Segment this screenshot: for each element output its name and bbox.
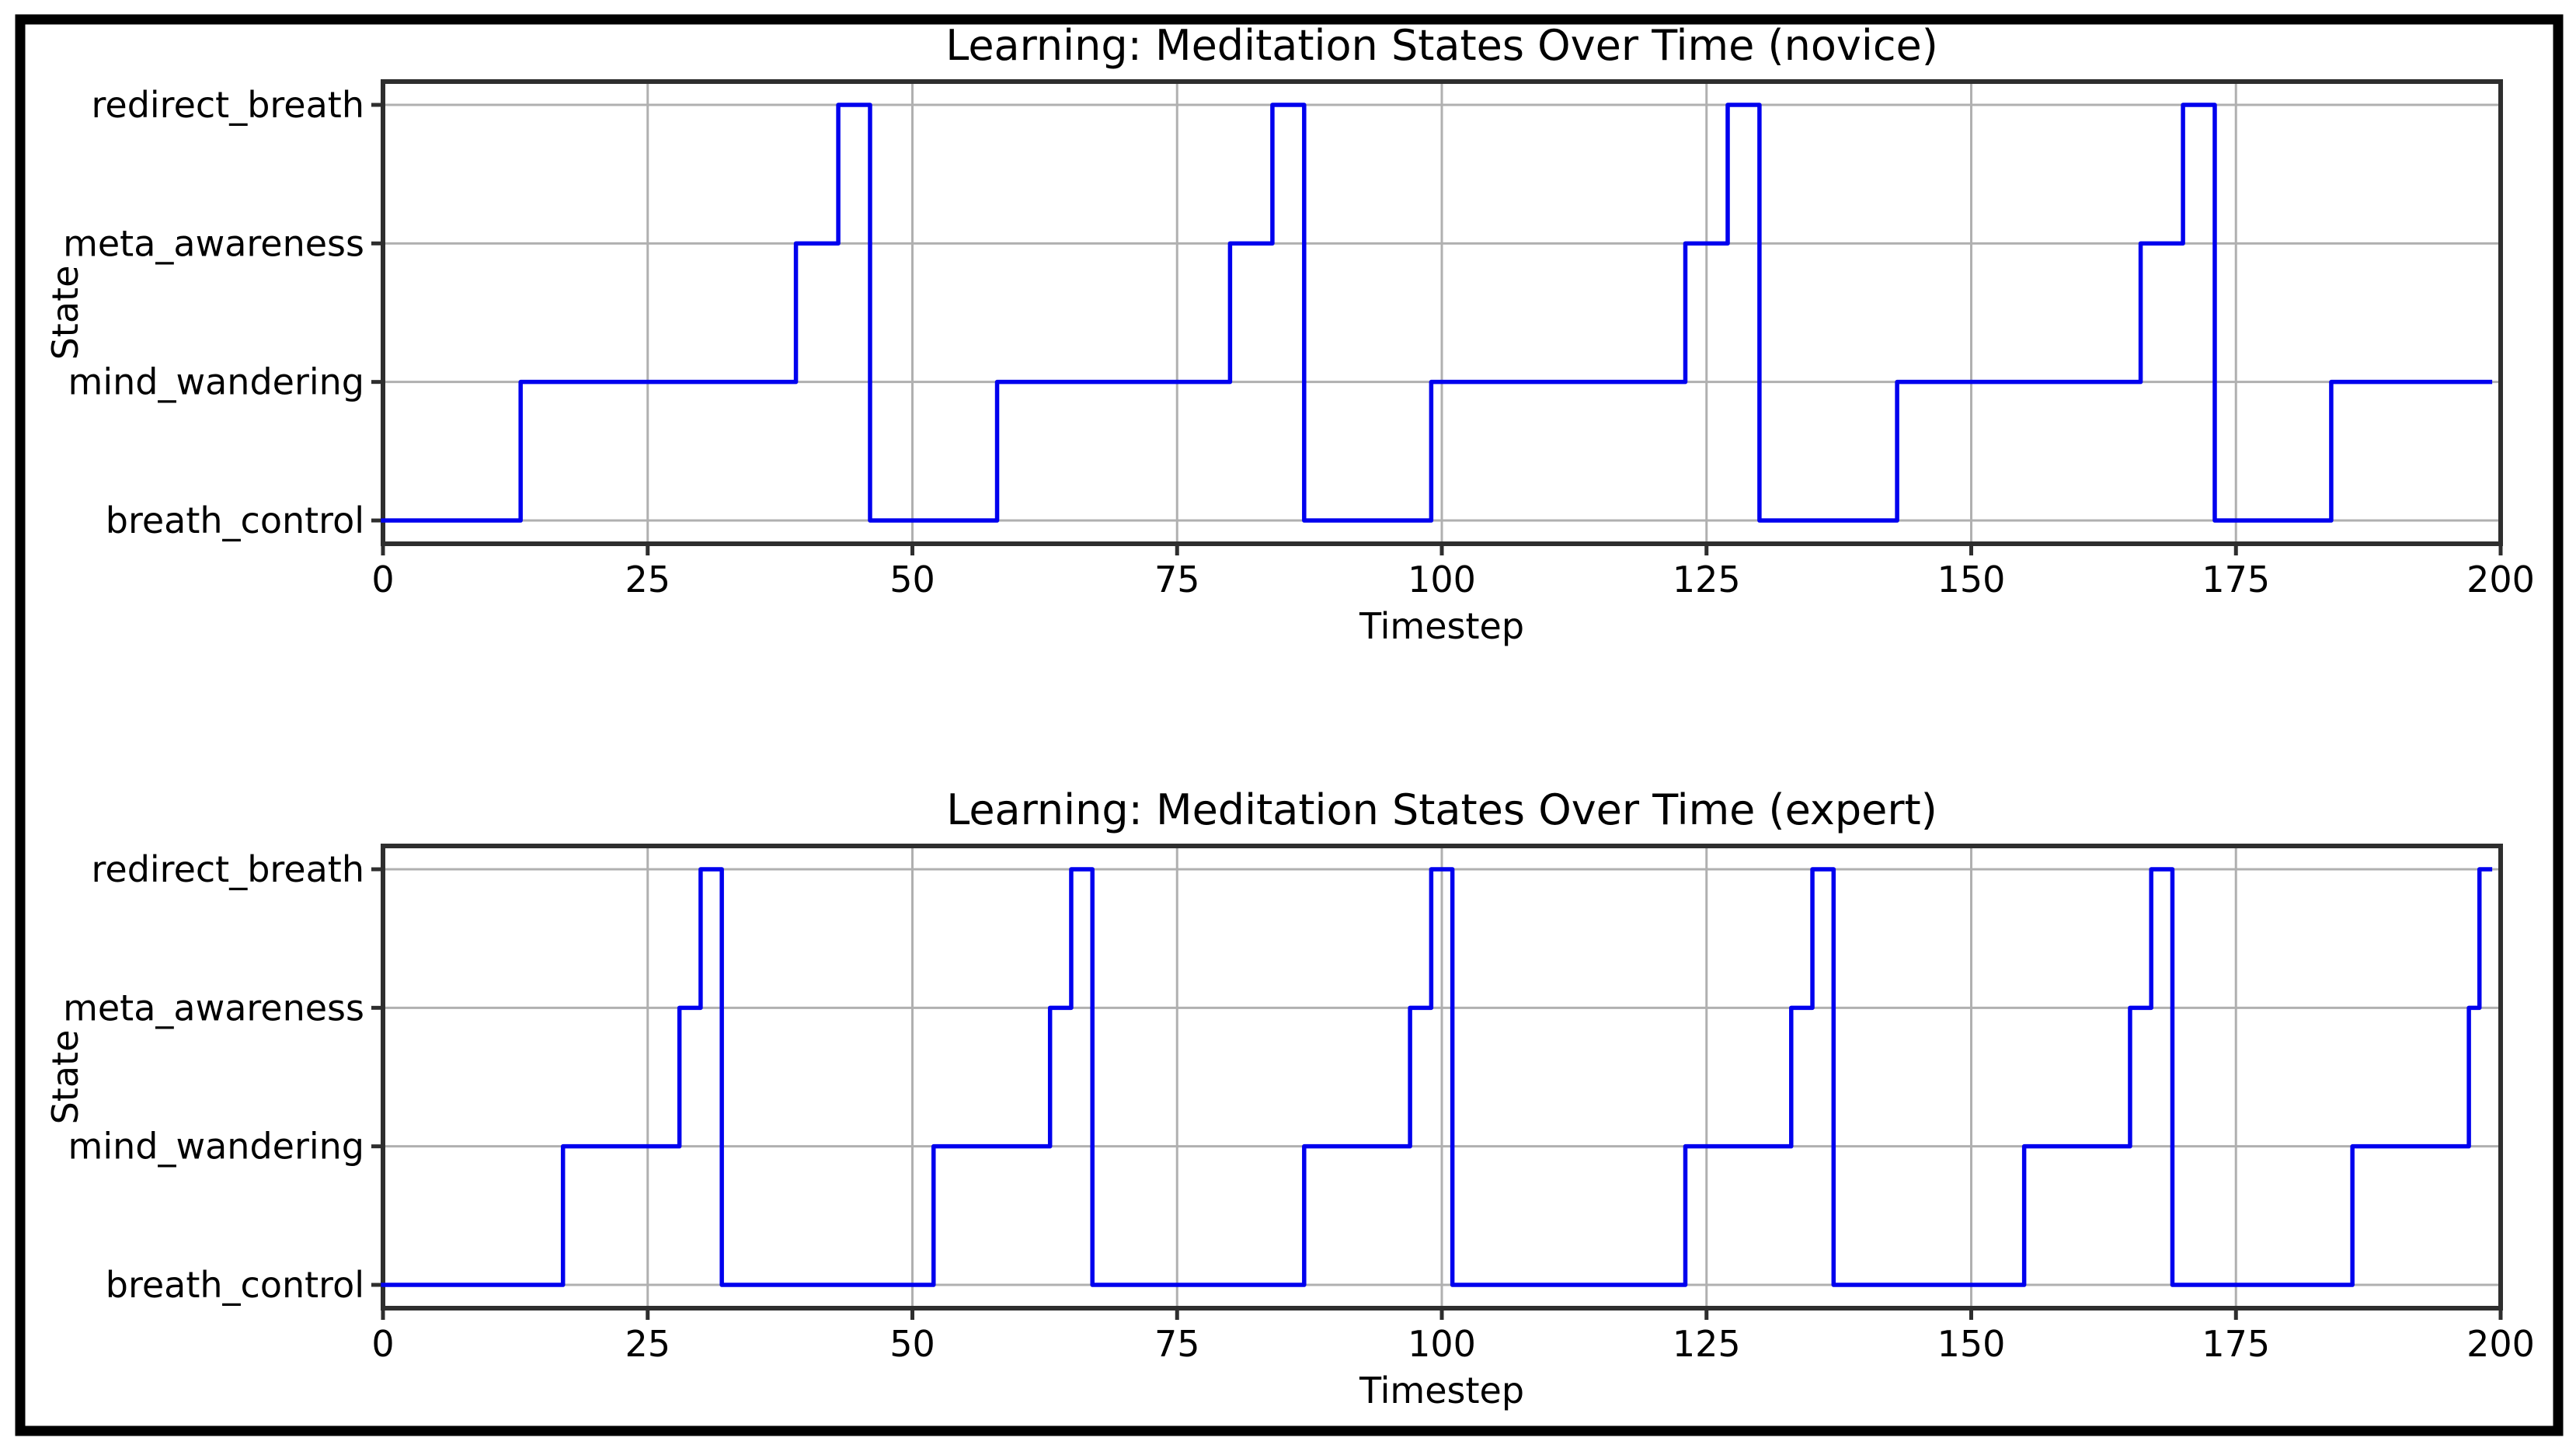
x-tick-label: 25	[625, 1323, 670, 1365]
x-tick-label: 125	[1673, 1323, 1741, 1365]
y-tick-label: breath_control	[106, 499, 364, 541]
x-tick-label: 50	[889, 559, 935, 600]
chart-title: Learning: Meditation States Over Time (e…	[946, 785, 1937, 834]
y-axis-label: State	[44, 1030, 86, 1125]
y-tick-label: breath_control	[106, 1264, 364, 1306]
figure-frame	[15, 14, 2564, 1436]
x-tick-label: 50	[889, 1323, 935, 1365]
state-step-line	[381, 103, 2493, 523]
chart-title: Learning: Meditation States Over Time (n…	[945, 21, 1938, 70]
y-tick-label: mind_wandering	[68, 1126, 364, 1168]
y-axis-label: State	[44, 266, 86, 360]
x-tick-label: 200	[2466, 1323, 2535, 1365]
expert-chart: 0 25 50 75 100 125 150 175 200 breath_control mind…	[44, 785, 2535, 1411]
x-tick-label: 75	[1154, 1323, 1200, 1365]
x-tick-label: 175	[2202, 1323, 2270, 1365]
y-tick-label: mind_wandering	[68, 361, 364, 403]
x-tick-label: 150	[1937, 1323, 2006, 1365]
x-axis-label: Timestep	[1359, 1370, 1524, 1411]
y-tick-label: redirect_breath	[92, 84, 365, 126]
x-tick-label: 25	[625, 559, 670, 600]
x-tick-label: 175	[2202, 559, 2270, 600]
y-tick-label: redirect_breath	[92, 848, 365, 890]
x-axis-label: Timestep	[1359, 605, 1524, 647]
y-tick-label: meta_awareness	[63, 987, 364, 1029]
novice-chart: 0 25 50 75 100 125 150 175 200 breath_control mind…	[44, 21, 2535, 647]
x-tick-label: 75	[1154, 559, 1200, 600]
x-tick-label: 100	[1408, 559, 1476, 600]
x-tick-label: 150	[1937, 559, 2006, 600]
x-tick-label: 125	[1673, 559, 1741, 600]
state-step-line	[381, 867, 2493, 1287]
x-tick-label: 0	[371, 1323, 394, 1365]
x-tick-label: 0	[371, 559, 394, 600]
y-tick-label: meta_awareness	[63, 222, 364, 264]
x-tick-label: 100	[1408, 1323, 1476, 1365]
x-tick-label: 200	[2466, 559, 2535, 600]
